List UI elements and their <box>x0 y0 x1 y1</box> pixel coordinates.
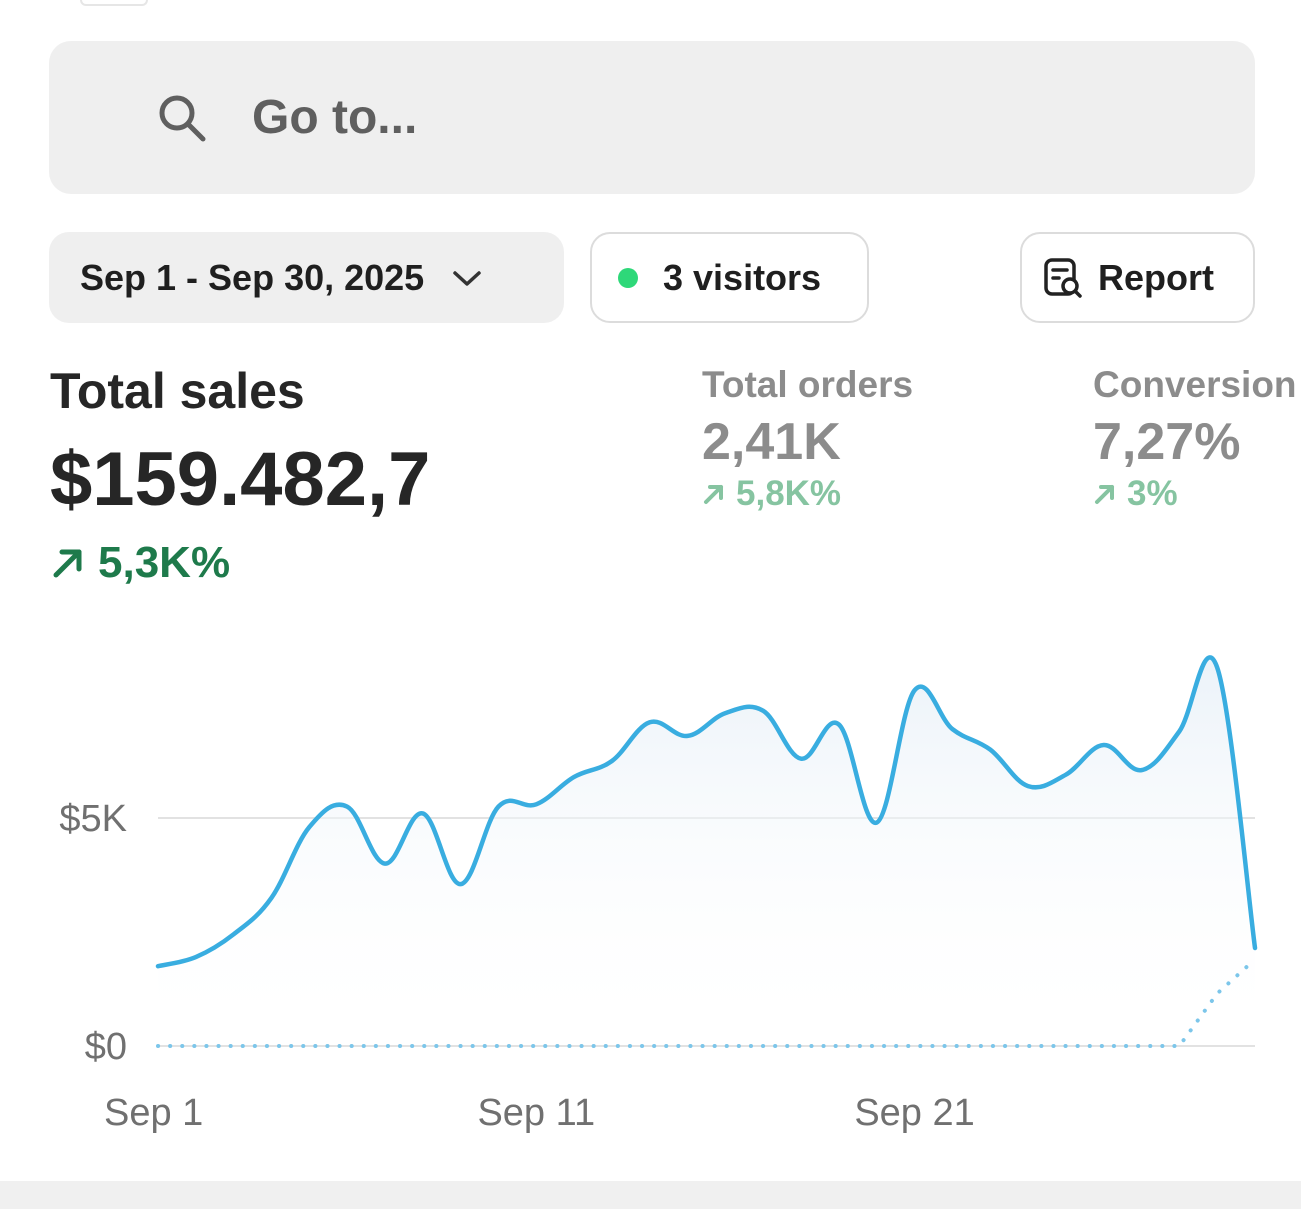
conversion-change: 3% <box>1093 474 1297 514</box>
conversion-value: 7,27% <box>1093 413 1241 471</box>
arrow-up-right-icon <box>1095 485 1114 504</box>
total-orders-change: 5,8K% <box>702 474 913 514</box>
total-orders-value: 2,41K <box>702 413 841 471</box>
conversion-change-value: 3% <box>1127 474 1178 513</box>
total-sales-change-value: 5,3K% <box>98 538 231 587</box>
top-tab-stub <box>80 0 148 6</box>
conversion-metric[interactable]: Conversion 7,27% 3% <box>1093 364 1297 514</box>
date-range-dropdown[interactable]: Sep 1 - Sep 30, 2025 <box>49 232 564 323</box>
x-tick-label: Sep 1 <box>104 1092 203 1134</box>
sales-area <box>158 657 1255 1046</box>
y-tick-label: $5K <box>59 798 127 840</box>
x-tick-label: Sep 11 <box>477 1092 595 1134</box>
total-orders-metric[interactable]: Total orders 2,41K 5,8K% <box>702 364 913 514</box>
search-icon <box>152 88 212 148</box>
total-sales-value: $159.482,7 <box>50 437 431 522</box>
series-lines <box>155 655 1258 1048</box>
comparison-series-line <box>156 957 1257 1048</box>
total-sales-label: Total sales <box>50 363 305 419</box>
live-status-dot <box>618 267 638 288</box>
bottom-bar <box>0 1181 1301 1209</box>
y-axis-labels: $0 $5K <box>59 798 127 1068</box>
live-visitors-button[interactable]: 3 visitors <box>590 232 869 323</box>
x-axis-labels: Sep 1 Sep 11 Sep 21 <box>104 1092 975 1134</box>
total-sales-change: 5,3K% <box>50 538 230 588</box>
y-tick-label: $0 <box>85 1026 127 1068</box>
area-fill <box>158 657 1255 1046</box>
date-range-label: Sep 1 - Sep 30, 2025 <box>80 256 425 298</box>
x-tick-label: Sep 21 <box>854 1092 974 1134</box>
conversion-label: Conversion <box>1093 364 1297 405</box>
total-orders-change-value: 5,8K% <box>736 474 842 513</box>
visitors-label: 3 visitors <box>663 256 822 298</box>
arrow-up-right-icon <box>704 485 723 504</box>
report-label: Report <box>1098 256 1214 298</box>
search-input[interactable] <box>250 89 1154 146</box>
arrow-up-right-icon <box>53 549 82 578</box>
sales-series-line <box>155 655 1258 969</box>
report-search-icon <box>1042 257 1084 299</box>
report-button[interactable]: Report <box>1020 232 1255 323</box>
sales-chart[interactable]: $0 $5K Sep 1 Sep 11 Sep 21 <box>0 600 1301 1160</box>
chevron-down-icon <box>452 268 482 288</box>
total-orders-label: Total orders <box>702 364 914 405</box>
search-bar[interactable] <box>49 41 1255 194</box>
